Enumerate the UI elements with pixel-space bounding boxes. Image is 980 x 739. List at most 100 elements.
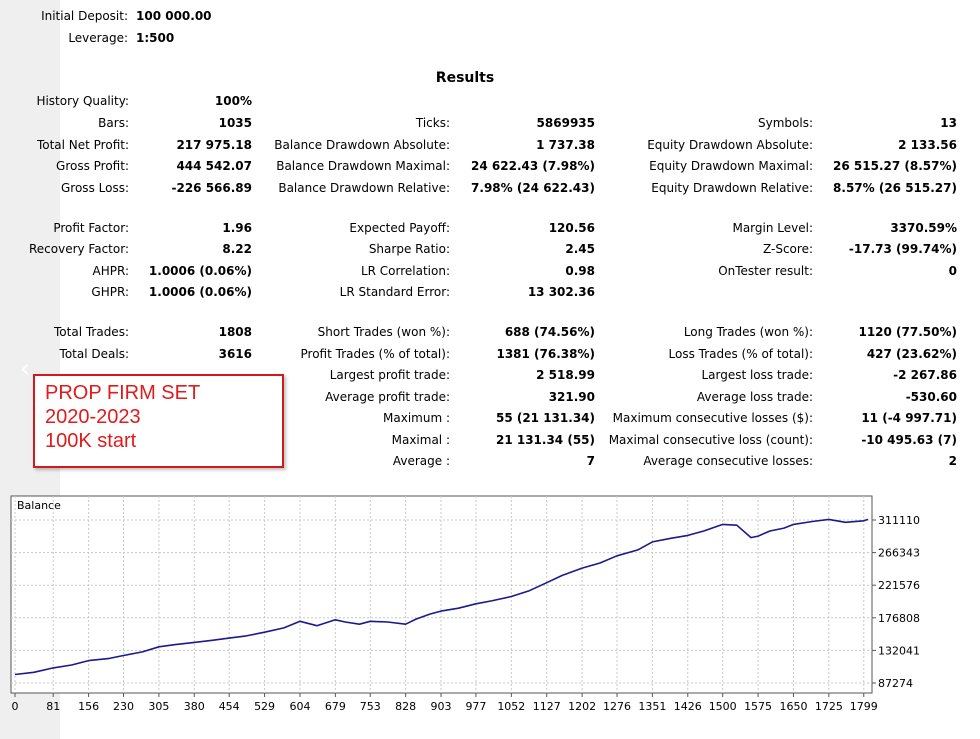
stat-value: 55 (21 131.34) [495, 411, 595, 425]
x-tick-label: 977 [465, 700, 486, 713]
y-tick-label: 87274 [878, 677, 913, 690]
stat-label: Total Trades: [54, 325, 129, 339]
x-tick-label: 1725 [815, 700, 843, 713]
chevron-left-icon[interactable]: ‹ [19, 354, 31, 384]
stat-label: Maximum : [383, 411, 450, 425]
stat-value: 8.22 [222, 242, 252, 256]
stat-value: 1.0006 (0.06%) [148, 285, 252, 299]
stat-label: Equity Drawdown Maximal: [649, 159, 813, 173]
stat-value: 1.96 [222, 221, 252, 235]
x-tick-label: 1426 [674, 700, 702, 713]
stat-value: 100% [214, 94, 252, 108]
stat-value: 7.98% (24 622.43) [471, 181, 595, 195]
results-title: Results [435, 70, 495, 86]
y-tick-label: 132041 [878, 644, 920, 657]
stat-label: Recovery Factor: [28, 242, 129, 256]
initial-deposit-label: Initial Deposit: [41, 9, 128, 23]
x-tick-label: 903 [431, 700, 452, 713]
stat-label: Margin Level: [732, 221, 813, 235]
stat-value: 120.56 [548, 221, 595, 235]
y-tick-label: 221576 [878, 579, 920, 592]
stat-label: Long Trades (won %): [683, 325, 813, 339]
balance-chart: 0 81 156 230 305 380 454 529 604 679 753 828 903 977 1… [10, 494, 970, 737]
stat-label: Total Deals: [59, 347, 129, 361]
x-tick-label: 828 [395, 700, 416, 713]
stat-value: -226 566.89 [171, 181, 252, 195]
x-tick-label: 604 [289, 700, 310, 713]
stat-value: 7 [586, 454, 595, 468]
stat-value: 0.98 [565, 264, 595, 278]
stat-value: 13 [940, 116, 957, 130]
stat-label: Balance Drawdown Relative: [278, 181, 450, 195]
stat-value: 5869935 [536, 116, 595, 130]
stat-value: 1381 (76.38%) [496, 347, 595, 361]
x-tick-label: 380 [184, 700, 205, 713]
balance-chart-svg: 0 81 156 230 305 380 454 529 604 679 753 828 903 977 1… [10, 495, 920, 713]
x-tick-label: 1650 [779, 700, 807, 713]
x-tick-label: 1052 [497, 700, 525, 713]
stat-value: 2 518.99 [536, 368, 595, 382]
stat-label: Average consecutive losses: [643, 454, 813, 468]
annotation-line: PROP FIRM SET [45, 382, 201, 404]
stat-label: Loss Trades (% of total): [668, 347, 814, 361]
stat-value: -530.60 [905, 390, 957, 404]
stat-label: Expected Payoff: [349, 221, 450, 235]
chart-title: Balance [17, 499, 61, 512]
stat-label: Average : [392, 454, 450, 468]
stat-value: 11 (-4 997.71) [861, 411, 957, 425]
stat-value: -2 267.86 [893, 368, 957, 382]
stat-value: 1808 [218, 325, 252, 339]
x-tick-label: 1351 [638, 700, 666, 713]
stat-label: Z-Score: [763, 242, 813, 256]
x-tick-label: 1127 [533, 700, 561, 713]
y-tick-label: 266343 [878, 547, 920, 560]
stat-label: Balance Drawdown Maximal: [276, 159, 450, 173]
annotation-line: 100K start [45, 430, 137, 452]
initial-deposit-value: 100 000.00 [136, 9, 212, 23]
x-tick-label: 1202 [568, 700, 596, 713]
x-tick-label: 1276 [603, 700, 631, 713]
stat-label: LR Standard Error: [339, 285, 450, 299]
stat-value: 427 (23.62%) [866, 347, 957, 361]
stat-label: Average profit trade: [325, 390, 450, 404]
stat-label: Largest profit trade: [329, 368, 450, 382]
stat-value: 688 (74.56%) [504, 325, 595, 339]
stat-label: GHPR: [91, 285, 129, 299]
x-tick-label: 156 [78, 700, 99, 713]
x-tick-label: 81 [46, 700, 60, 713]
stat-value: 21 131.34 (55) [495, 433, 595, 447]
leverage-value: 1:500 [136, 31, 175, 45]
stat-value: 217 975.18 [176, 138, 252, 152]
stat-value: -17.73 (99.74%) [848, 242, 957, 256]
stat-value: -10 495.63 (7) [861, 433, 957, 447]
annotation-line: 2020-2023 [45, 406, 141, 428]
stat-label: Average loss trade: [696, 390, 813, 404]
stat-label: LR Correlation: [360, 264, 450, 278]
stat-value: 24 622.43 (7.98%) [471, 159, 595, 173]
annotation-box: PROP FIRM SET 2020-2023 100K start [33, 374, 284, 468]
stat-label: Total Net Profit: [36, 138, 129, 152]
x-tick-label: 1799 [850, 700, 878, 713]
stat-label: Largest loss trade: [701, 368, 813, 382]
stat-value: 8.57% (26 515.27) [833, 181, 957, 195]
stat-value: 2 133.56 [898, 138, 957, 152]
stat-value: 13 302.36 [527, 285, 595, 299]
stat-label: Equity Drawdown Absolute: [647, 138, 813, 152]
x-tick-label: 529 [254, 700, 275, 713]
stat-label: OnTester result: [718, 264, 813, 278]
stat-label: Ticks: [415, 116, 450, 130]
stat-value: 2.45 [565, 242, 595, 256]
stat-label: Profit Trades (% of total): [300, 347, 450, 361]
x-tick-label: 1575 [744, 700, 772, 713]
balance-line [14, 518, 869, 676]
stat-label: History Quality: [36, 94, 129, 108]
stat-label: Bars: [98, 116, 129, 130]
x-tick-label: 679 [325, 700, 346, 713]
stat-label: Maximal : [391, 433, 450, 447]
stat-value: 1035 [218, 116, 252, 130]
stat-label: Maximum consecutive losses ($): [612, 411, 813, 425]
stat-label: Sharpe Ratio: [368, 242, 450, 256]
stat-value: 26 515.27 (8.57%) [833, 159, 957, 173]
stat-label: Gross Loss: [61, 181, 129, 195]
stat-label: Maximal consecutive loss (count): [608, 433, 813, 447]
